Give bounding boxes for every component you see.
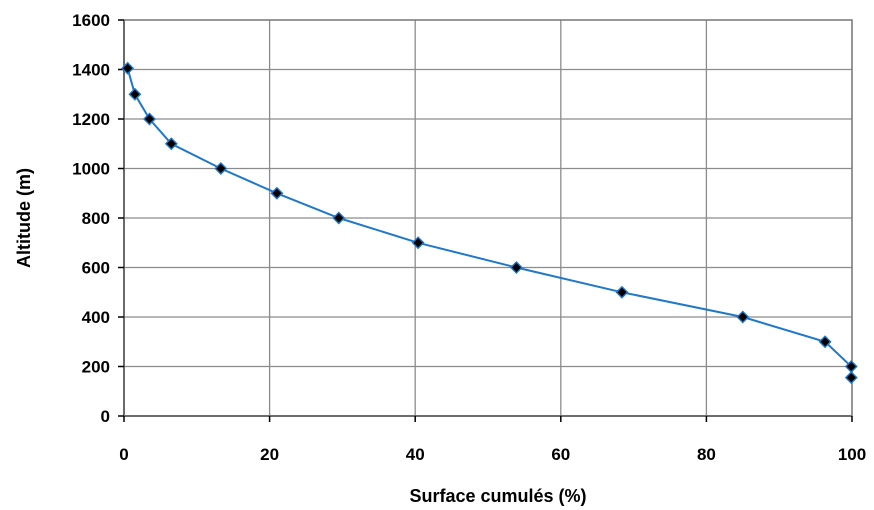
series-line bbox=[126, 68, 853, 378]
data-point-marker bbox=[736, 310, 750, 324]
data-point-marker bbox=[270, 186, 284, 200]
x-tick-label: 40 bbox=[406, 445, 425, 464]
y-tick-label: 1600 bbox=[72, 11, 110, 30]
y-tick-label: 1200 bbox=[72, 110, 110, 129]
y-tick-label: 800 bbox=[82, 209, 110, 228]
y-tick-label: 600 bbox=[82, 259, 110, 278]
y-tick-label: 400 bbox=[82, 308, 110, 327]
x-tick-label: 60 bbox=[551, 445, 570, 464]
y-axis-title: Altitude (m) bbox=[14, 168, 34, 268]
grid-lines bbox=[123, 19, 853, 417]
x-tick-label: 80 bbox=[697, 445, 716, 464]
y-tick-label: 1400 bbox=[72, 61, 110, 80]
data-point-marker bbox=[128, 87, 142, 101]
data-point-marker bbox=[332, 211, 346, 225]
y-tick-label: 1000 bbox=[72, 160, 110, 179]
data-point-marker bbox=[214, 162, 228, 175]
y-axis-ticks: 0 200 400 600 800 1000 1200 1400 1600 bbox=[72, 11, 124, 426]
data-point-marker bbox=[844, 371, 858, 385]
data-markers bbox=[121, 61, 858, 385]
x-axis-ticks: 0 20 40 60 80 100 bbox=[119, 416, 866, 464]
data-point-marker bbox=[615, 285, 629, 299]
x-tick-label: 100 bbox=[838, 445, 866, 464]
data-point-marker bbox=[142, 112, 156, 126]
data-point-marker bbox=[164, 137, 178, 151]
x-axis-title: Surface cumulés (%) bbox=[409, 486, 586, 506]
data-point-marker bbox=[818, 335, 832, 349]
data-point-marker bbox=[411, 236, 425, 250]
y-tick-label: 200 bbox=[82, 358, 110, 377]
y-tick-label: 0 bbox=[101, 407, 110, 426]
x-tick-label: 20 bbox=[260, 445, 279, 464]
x-tick-label: 0 bbox=[119, 445, 128, 464]
data-point-marker bbox=[509, 261, 523, 274]
data-point-marker bbox=[121, 61, 135, 75]
